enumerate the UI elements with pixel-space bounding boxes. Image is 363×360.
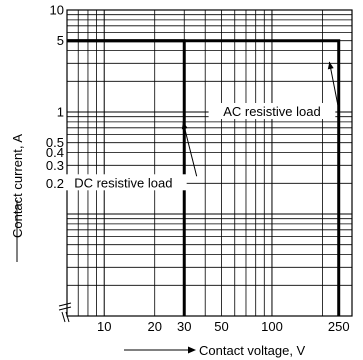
y-axis-title-group: Contact current, A: [10, 134, 25, 262]
annotation-arrowhead-ac: [327, 61, 334, 70]
y-tick-label: 0.2: [46, 176, 64, 191]
annotation-layer: AC resistive load DC resistive load: [59, 61, 339, 191]
x-axis-break-stroke: [61, 311, 70, 323]
annotation-leader-ac: [328, 61, 339, 106]
annotation-bg-ac: [208, 103, 336, 119]
x-tick-label: 250: [328, 319, 350, 334]
plot-frame: [66, 9, 353, 317]
x-tick-label: 20: [147, 319, 161, 334]
y-tick-label: 10: [50, 3, 64, 18]
y-tick-label: 1: [57, 105, 64, 120]
x-tick-label: 50: [214, 319, 228, 334]
series-line-dc: [67, 39, 186, 316]
x-tick-label: 100: [261, 319, 283, 334]
annotation-label-ac: AC resistive load: [223, 104, 321, 119]
x-tick-label: 10: [97, 319, 111, 334]
y-tick-label: 5: [57, 33, 64, 48]
x-axis-title: Contact voltage, V: [199, 343, 306, 358]
annotation-bg-dc: [59, 174, 187, 191]
y-tick-label: 0.4: [46, 145, 64, 160]
annotation-leader-dc: [182, 121, 198, 177]
tick-label-layer: 10 20 30 50 100 250 10 5 1 0.50.40.3 0.2: [46, 3, 350, 335]
x-axis-title-group: Contact voltage, V: [124, 343, 306, 358]
y-axis-title: Contact current, A: [10, 134, 25, 238]
y-tick-label: 0.5: [46, 135, 64, 150]
x-tick-label: 30: [177, 319, 191, 334]
annotation-label-dc: DC resistive load: [74, 175, 172, 190]
x-axis-title-arrowhead: [188, 346, 196, 354]
series-layer: [67, 39, 341, 316]
y-axis-break-stroke: [58, 302, 72, 311]
grid-layer: [66, 9, 353, 317]
y-tick-label: 0.3: [46, 158, 64, 173]
axis-break-mark: [58, 302, 72, 323]
annotation-arrowhead-dc: [181, 121, 188, 130]
